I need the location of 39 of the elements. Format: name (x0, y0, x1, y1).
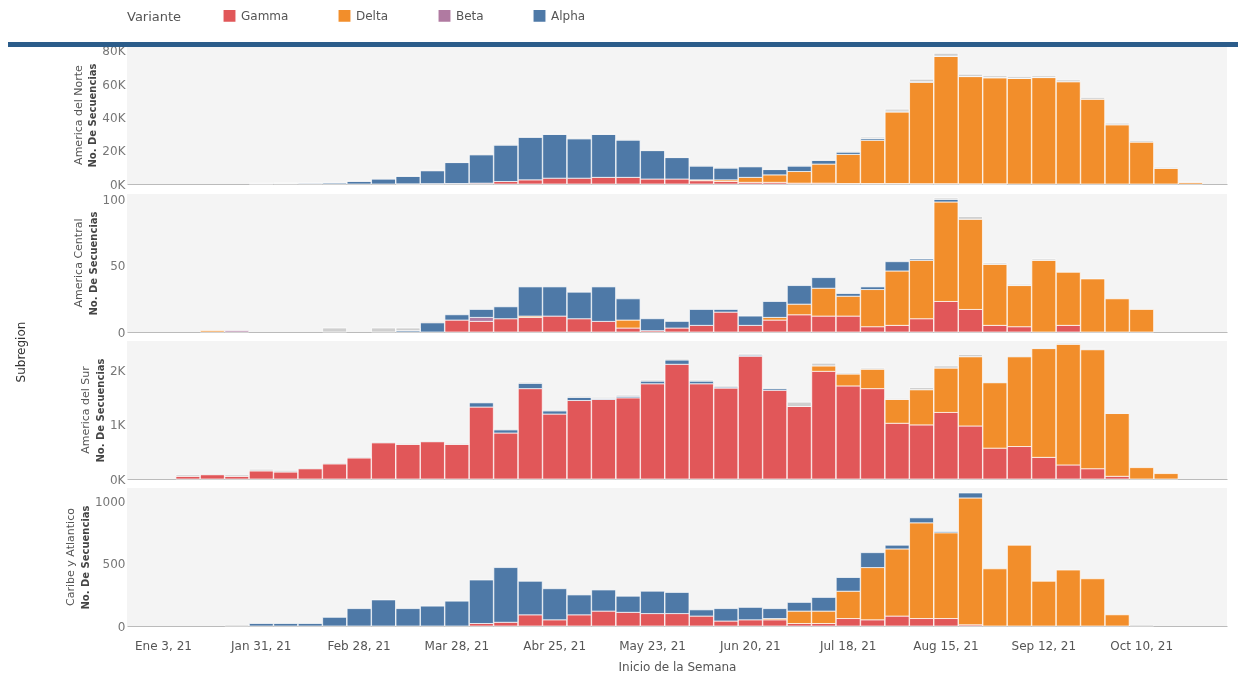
text: Subregion (14, 320, 28, 385)
x-tick-label: Jan 31, 21 (230, 638, 292, 653)
text: America del Sur (79, 365, 93, 454)
y-tick-label: 100 (102, 192, 126, 207)
y-axis-title: No. De Secuencias (95, 358, 106, 463)
text: America del Norte (71, 64, 85, 165)
y-tick-label: 0K (109, 177, 127, 192)
y-tick-label: 60K (102, 77, 127, 92)
x-tick-label: May 23, 21 (619, 638, 686, 653)
y-tick-label: 50 (110, 259, 126, 274)
legend-title: Variante (127, 9, 182, 24)
y-tick-label: 40K (102, 110, 127, 125)
y-tick-label: 0 (117, 619, 126, 634)
y-axis-title: No. De Secuencias (87, 211, 99, 316)
x-tick-label: Aug 15, 21 (913, 638, 979, 653)
y-tick-label: 0 (117, 325, 126, 340)
y-tick-label: 1000 (94, 495, 126, 510)
legend-label: Beta (456, 8, 484, 23)
text: America Central (72, 218, 86, 308)
y-tick-label: 1K (109, 418, 127, 433)
x-tick-label: Oct 10, 21 (1110, 638, 1174, 653)
y-tick-label: 500 (102, 557, 126, 572)
x-tick-label: Mar 28, 21 (424, 638, 490, 653)
y-tick-label: 0K (109, 472, 127, 487)
x-tick-label: Ene 3, 21 (134, 638, 192, 653)
text: Caribe y Atlantico (64, 507, 78, 606)
x-tick-label: Jun 20, 21 (719, 638, 781, 653)
y-tick-label: 20K (102, 144, 127, 159)
legend-label: Delta (356, 8, 389, 23)
y-tick-label: 2K (109, 364, 127, 379)
y-axis-title: No. De Secuencias (87, 63, 99, 168)
x-axis-title: Inicio de la Semana (618, 659, 737, 674)
x-tick-label: Jul 18, 21 (818, 638, 877, 653)
x-tick-label: Abr 25, 21 (523, 638, 587, 653)
y-axis-title: No. De Secuencias (79, 505, 91, 610)
x-tick-label: Sep 12, 21 (1011, 638, 1077, 653)
x-tick-label: Feb 28, 21 (327, 638, 391, 653)
legend-label: Alpha (551, 8, 586, 23)
legend-label: Gamma (241, 8, 289, 23)
